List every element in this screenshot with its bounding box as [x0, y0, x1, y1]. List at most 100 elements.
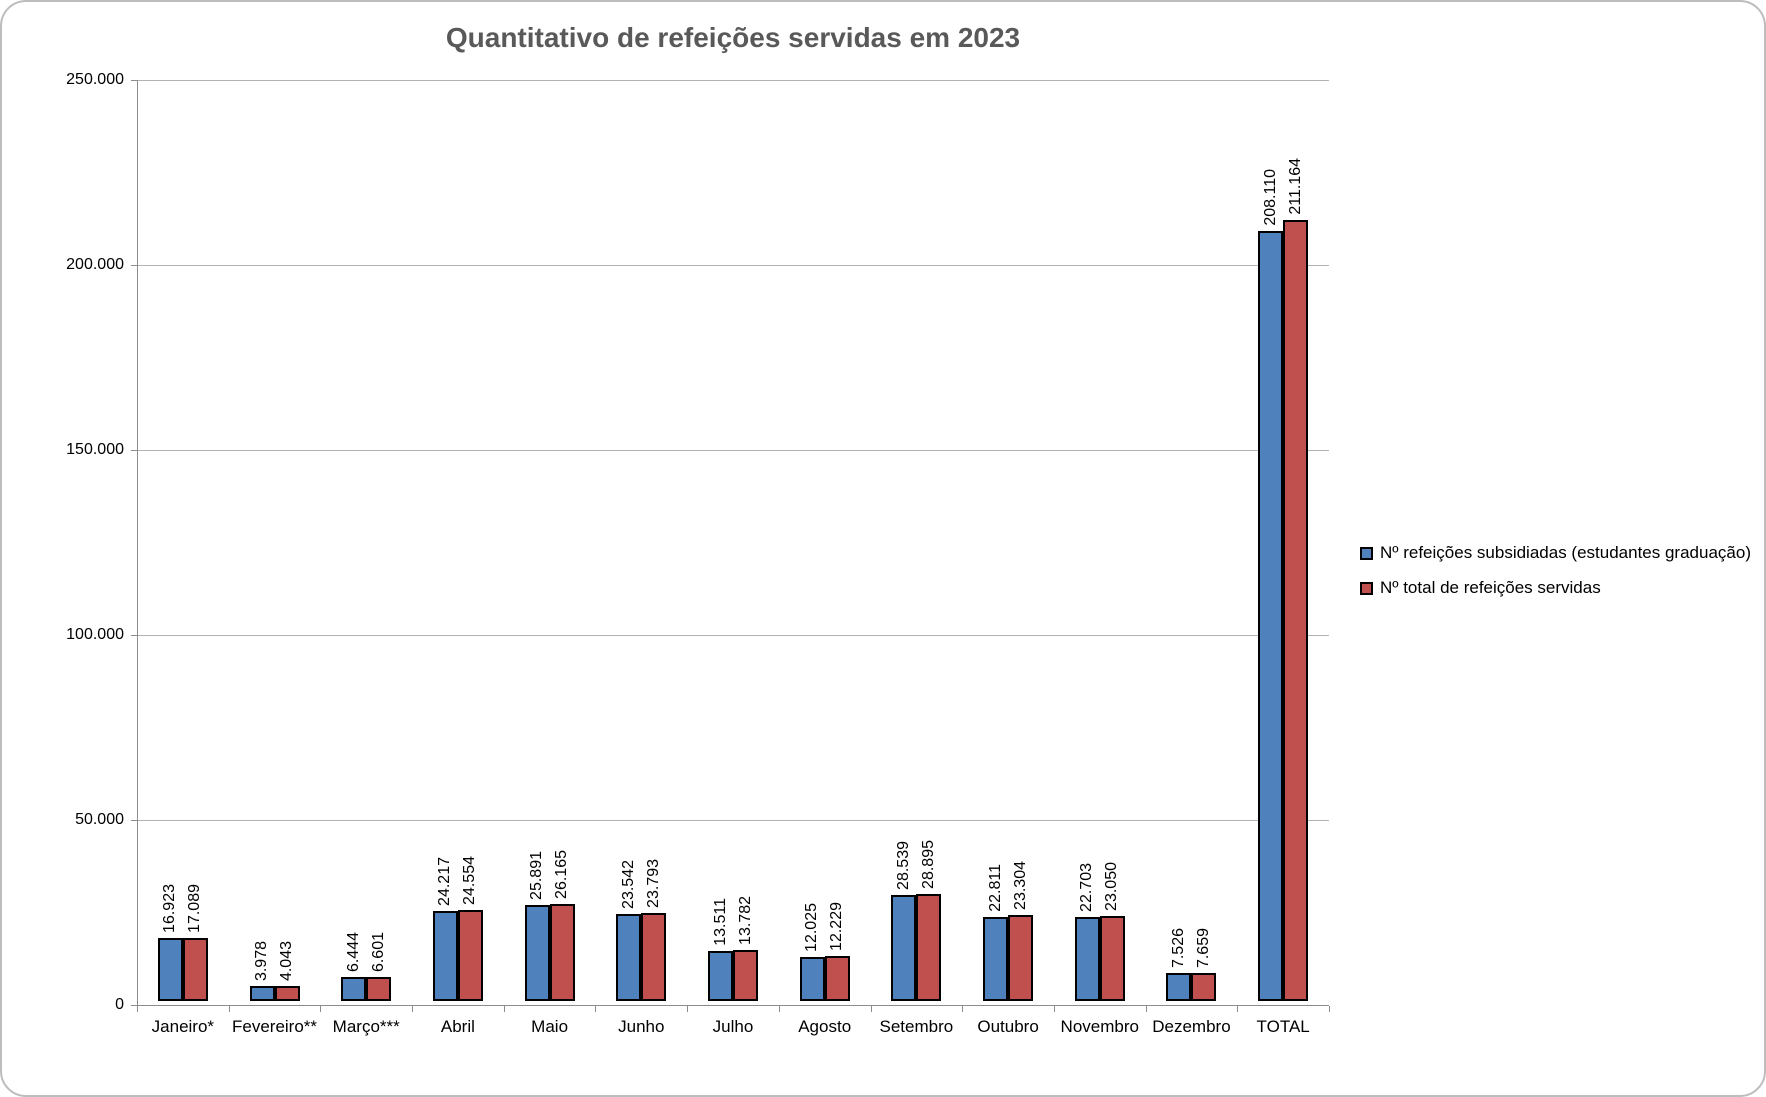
x-axis-tick — [687, 1006, 689, 1012]
bar-value-label: 28.895 — [919, 840, 937, 889]
bar-value-label: 16.923 — [161, 884, 179, 933]
bar-value-label: 28.539 — [894, 841, 912, 890]
bar-subsidized — [983, 917, 1009, 1001]
bar-total — [1191, 973, 1217, 1001]
x-axis-line — [137, 1005, 1329, 1006]
bar-subsidized — [616, 914, 642, 1001]
bar-value-label: 25.891 — [528, 851, 546, 900]
bar-value-label: 23.304 — [1011, 861, 1029, 910]
y-axis-tick — [131, 450, 137, 451]
bar-total — [641, 913, 667, 1001]
bar-total — [733, 950, 758, 1001]
bar-subsidized — [157, 938, 183, 1001]
category-label: Dezembro — [1152, 1017, 1231, 1036]
category-label: Maio — [531, 1017, 569, 1036]
legend-swatch-red-icon — [1360, 581, 1373, 595]
bar-value-label: 6.444 — [344, 931, 362, 972]
legend-item-total: Nº total de refeições servidas — [1360, 578, 1751, 598]
bar-total — [182, 938, 208, 1001]
bar-total — [366, 977, 392, 1001]
y-tick-label: 100.000 — [66, 626, 124, 643]
bar-value-label: 23.542 — [619, 860, 637, 909]
gridline — [137, 265, 1329, 266]
chart-title: Quantitativo de refeições servidas em 20… — [445, 22, 1021, 53]
x-axis-tick — [1145, 1006, 1147, 1012]
x-axis-tick — [778, 1006, 780, 1012]
bar-total — [1099, 916, 1125, 1001]
bar-subsidized — [891, 895, 917, 1001]
x-axis-tick — [1053, 1006, 1055, 1012]
category-label: Novembro — [1060, 1017, 1139, 1036]
bar-subsidized — [1166, 973, 1192, 1001]
gridline — [137, 635, 1329, 636]
bar-value-label: 7.659 — [1194, 927, 1212, 968]
bar-value-label: 208.110 — [1261, 169, 1279, 226]
x-axis-tick — [137, 1006, 138, 1012]
bar-value-label: 3.978 — [253, 940, 271, 981]
y-tick-label: 0 — [115, 996, 124, 1013]
category-label: Janeiro* — [151, 1017, 215, 1036]
y-tick-label: 200.000 — [66, 256, 124, 273]
y-tick-label: 150.000 — [66, 441, 124, 458]
bar-value-label: 13.782 — [736, 896, 754, 945]
y-axis-tick — [131, 635, 137, 636]
x-axis-tick — [962, 1006, 964, 1012]
bar-total — [274, 986, 300, 1001]
y-axis-tick — [131, 820, 137, 821]
bar-total — [824, 956, 850, 1001]
legend: Nº refeições subsidiadas (estudantes gra… — [1360, 543, 1751, 598]
category-label: Julho — [712, 1017, 754, 1036]
legend-label-total: Nº total de refeições servidas — [1380, 578, 1601, 597]
bar-total — [549, 904, 575, 1001]
bar-value-label: 12.229 — [828, 902, 846, 951]
gridline — [137, 450, 1329, 451]
legend-item-subsidized: Nº refeições subsidiadas (estudantes gra… — [1360, 543, 1751, 563]
bar-value-label: 7.526 — [1169, 927, 1187, 968]
bar-value-label: 17.089 — [186, 884, 204, 933]
bar-subsidized — [799, 957, 825, 1001]
bar-subsidized — [708, 951, 733, 1001]
bar-subsidized — [432, 911, 458, 1001]
bar-value-label: 23.793 — [644, 859, 662, 908]
bar-total — [1283, 220, 1309, 1001]
bar-subsidized — [341, 977, 367, 1001]
x-axis-tick — [595, 1006, 597, 1012]
x-axis-tick — [412, 1006, 414, 1012]
x-axis-tick — [503, 1006, 505, 1012]
category-label: TOTAL — [1256, 1017, 1310, 1036]
bar-value-label: 24.217 — [436, 857, 454, 906]
category-label: Outubro — [977, 1017, 1039, 1036]
category-label: Março*** — [332, 1017, 400, 1036]
y-tick-label: 50.000 — [75, 811, 124, 828]
bar-value-label: 211.164 — [1286, 158, 1304, 215]
bar-value-label: 23.050 — [1103, 862, 1121, 911]
x-axis-tick — [228, 1006, 230, 1012]
gridline — [137, 820, 1329, 821]
bar-value-label: 26.165 — [553, 850, 571, 899]
category-label: Agosto — [798, 1017, 852, 1036]
bar-total — [916, 894, 942, 1001]
bar-value-label: 22.811 — [986, 864, 1004, 912]
bar-total — [1008, 915, 1034, 1001]
bar-total — [457, 910, 483, 1001]
x-axis-tick — [320, 1006, 322, 1012]
y-tick-label: 250.000 — [66, 71, 124, 88]
bar-value-label: 24.554 — [461, 856, 479, 905]
category-label: Setembro — [879, 1017, 954, 1036]
category-label: Fevereiro** — [232, 1017, 318, 1036]
bar-value-label: 6.601 — [369, 931, 387, 972]
y-axis-tick — [131, 80, 137, 81]
bar-subsidized — [1074, 917, 1100, 1001]
gridline — [137, 80, 1329, 81]
bar-value-label: 4.043 — [278, 940, 296, 981]
bar-value-label: 12.025 — [803, 903, 821, 952]
y-axis-tick — [131, 265, 137, 266]
category-label: Junho — [618, 1017, 665, 1036]
x-axis-tick — [1237, 1006, 1239, 1012]
x-axis-tick — [1329, 1006, 1330, 1012]
y-axis-tick — [131, 1005, 137, 1006]
y-axis-line — [137, 80, 138, 1005]
bar-value-label: 13.511 — [711, 898, 729, 946]
bar-value-label: 22.703 — [1078, 863, 1096, 912]
